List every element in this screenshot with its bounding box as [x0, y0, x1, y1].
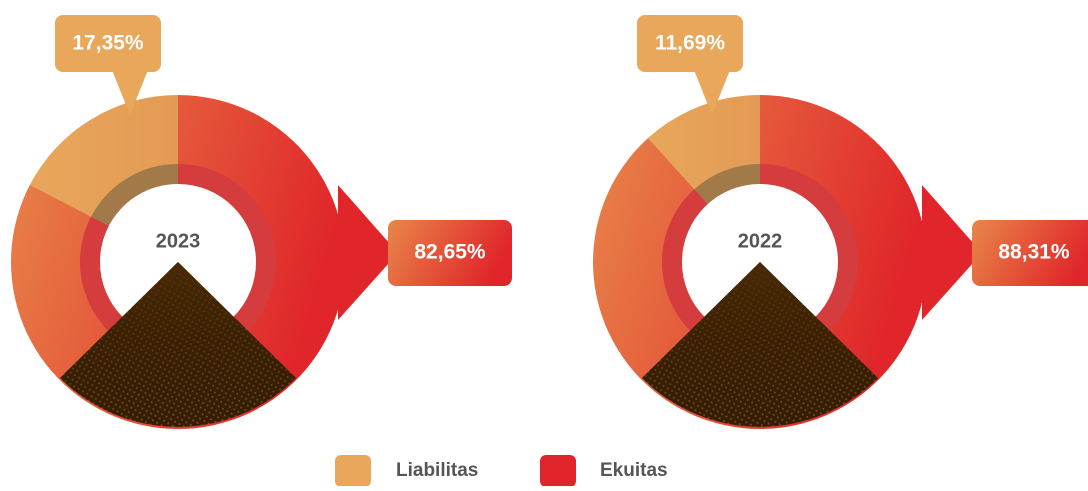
label-box [388, 220, 512, 286]
label-pointer [922, 185, 982, 320]
ring-segment [694, 164, 761, 205]
legend-swatch [335, 455, 371, 487]
legend-label: Ekuitas [600, 460, 668, 481]
value-label: 82,65% [414, 241, 486, 264]
value-label: 17,35% [72, 32, 144, 55]
value-label: 11,69% [655, 32, 725, 55]
label-box [55, 15, 161, 72]
label-pointer [692, 65, 732, 115]
label-box [972, 220, 1088, 286]
legend-label: Liabilitas [396, 460, 478, 481]
label-pointer [338, 185, 398, 320]
decor-shade [642, 262, 878, 427]
decor-shade [60, 262, 296, 427]
label-pointer [110, 65, 150, 115]
center-label: 2022 [738, 230, 783, 252]
center-label: 2023 [156, 230, 201, 252]
value-label: 88,31% [998, 241, 1070, 264]
legend-swatch [540, 455, 576, 487]
ring-segment [91, 164, 179, 227]
label-box [637, 15, 743, 72]
